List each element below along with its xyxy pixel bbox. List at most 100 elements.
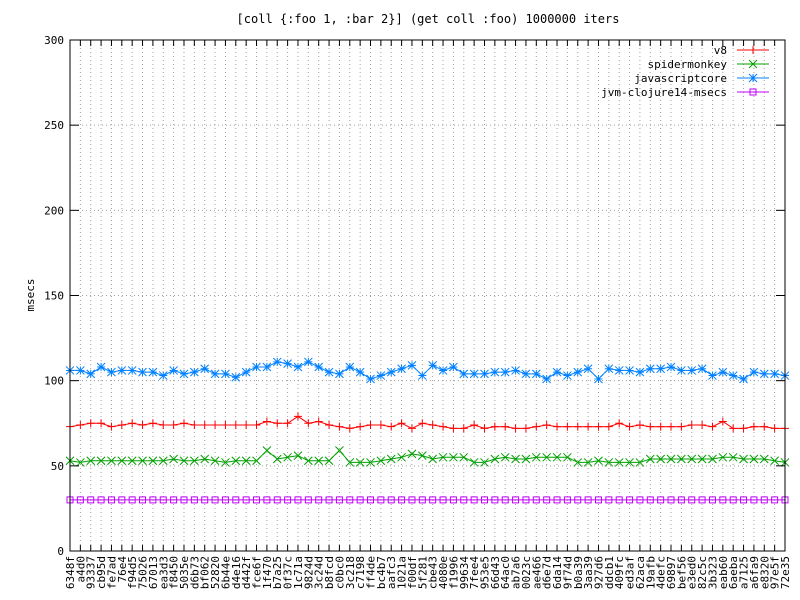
- data-point: [511, 424, 520, 433]
- x-tick-label: 66d43: [489, 556, 502, 589]
- data-point: [304, 419, 313, 428]
- data-point: [262, 446, 272, 455]
- data-point: [127, 456, 137, 466]
- x-tick-label: 6aeba: [727, 556, 740, 589]
- data-point: [324, 456, 334, 466]
- data-point: [86, 419, 95, 428]
- data-point: [76, 366, 85, 375]
- x-tick-label: 76e4: [116, 556, 129, 583]
- legend-swatch-marker: [748, 59, 758, 69]
- data-point: [490, 367, 500, 377]
- data-point: [594, 496, 602, 504]
- x-tick-label: f1996: [447, 556, 460, 589]
- x-tick-label: f8450: [168, 556, 181, 589]
- x-tick-label: 82c5c: [696, 556, 709, 589]
- series-jvm-clojure14-msecs: [66, 496, 789, 504]
- data-point: [418, 496, 426, 504]
- x-tick-label: 7fee4: [468, 556, 481, 589]
- data-point: [325, 496, 333, 504]
- data-point: [158, 456, 168, 466]
- data-point: [232, 496, 240, 504]
- data-point: [459, 424, 468, 433]
- data-point: [397, 419, 406, 428]
- data-point: [335, 369, 344, 379]
- data-point: [553, 422, 562, 431]
- x-tick-label: 4defc: [655, 556, 668, 589]
- data-point: [128, 419, 137, 428]
- data-point: [169, 420, 178, 429]
- x-tick-label: f94d5: [126, 556, 139, 589]
- legend-swatch-marker: [748, 73, 758, 83]
- data-point: [770, 424, 779, 433]
- data-point: [667, 496, 675, 504]
- axis-layer: 6348fa4d093337cb95dfe7ad76e4f94d57502667…: [44, 34, 792, 589]
- data-point: [377, 496, 385, 504]
- x-tick-label: a7125: [738, 556, 751, 589]
- data-point: [469, 369, 479, 379]
- data-point: [314, 417, 323, 426]
- data-point: [749, 367, 759, 377]
- data-point: [107, 496, 115, 504]
- data-point: [159, 496, 167, 504]
- x-tick-label: eab60: [717, 556, 730, 589]
- x-tick-label: bef56: [675, 556, 688, 589]
- data-point: [76, 496, 84, 504]
- data-point: [697, 364, 707, 374]
- x-tick-label: 9824d: [302, 556, 315, 589]
- data-point: [345, 424, 354, 433]
- data-point: [242, 496, 250, 504]
- data-point: [718, 367, 728, 377]
- data-point: [107, 367, 116, 377]
- data-point: [729, 496, 737, 504]
- x-tick-label: aafc3: [385, 556, 398, 589]
- data-point: [128, 496, 136, 504]
- data-point: [480, 424, 489, 433]
- data-point: [500, 367, 510, 377]
- data-point: [635, 420, 644, 429]
- x-tick-label: b8fcd: [323, 556, 336, 589]
- data-point: [542, 420, 551, 429]
- data-point: [677, 454, 686, 464]
- legend-swatch-marker: [749, 46, 757, 54]
- data-point: [417, 371, 427, 380]
- data-point: [739, 454, 748, 464]
- data-point: [490, 454, 500, 464]
- data-point: [293, 412, 302, 421]
- data-point: [87, 496, 95, 504]
- data-point: [76, 420, 85, 429]
- data-point: [221, 369, 230, 379]
- data-point: [501, 422, 510, 431]
- data-point: [739, 424, 748, 433]
- data-point: [615, 419, 624, 428]
- y-axis-label: msecs: [24, 278, 37, 311]
- data-point: [438, 366, 448, 375]
- data-point: [449, 496, 457, 504]
- data-point: [770, 369, 779, 379]
- x-tick-label: 3aa39: [582, 556, 595, 589]
- data-point: [366, 420, 375, 429]
- y-tick-label: 300: [44, 34, 64, 47]
- x-tick-label: ff4de: [365, 556, 378, 589]
- data-point: [149, 496, 157, 504]
- data-point: [262, 362, 272, 372]
- data-point: [594, 456, 603, 466]
- data-point: [263, 496, 271, 504]
- data-point: [542, 452, 552, 462]
- x-tick-label: ed3af: [624, 556, 637, 589]
- data-point: [677, 366, 686, 375]
- x-tick-label: e3ed0: [686, 556, 699, 589]
- data-point: [179, 456, 189, 466]
- data-point: [304, 496, 312, 504]
- data-point: [252, 362, 261, 372]
- data-point: [170, 496, 178, 504]
- data-point: [511, 454, 520, 464]
- data-point: [438, 452, 448, 462]
- data-point: [252, 420, 261, 429]
- x-tick-label: 67013: [147, 556, 160, 589]
- data-point: [397, 364, 406, 374]
- data-point: [211, 420, 220, 429]
- data-point: [459, 369, 469, 379]
- data-point: [241, 456, 251, 466]
- data-point: [657, 496, 665, 504]
- x-tick-label: 5f281: [416, 556, 429, 589]
